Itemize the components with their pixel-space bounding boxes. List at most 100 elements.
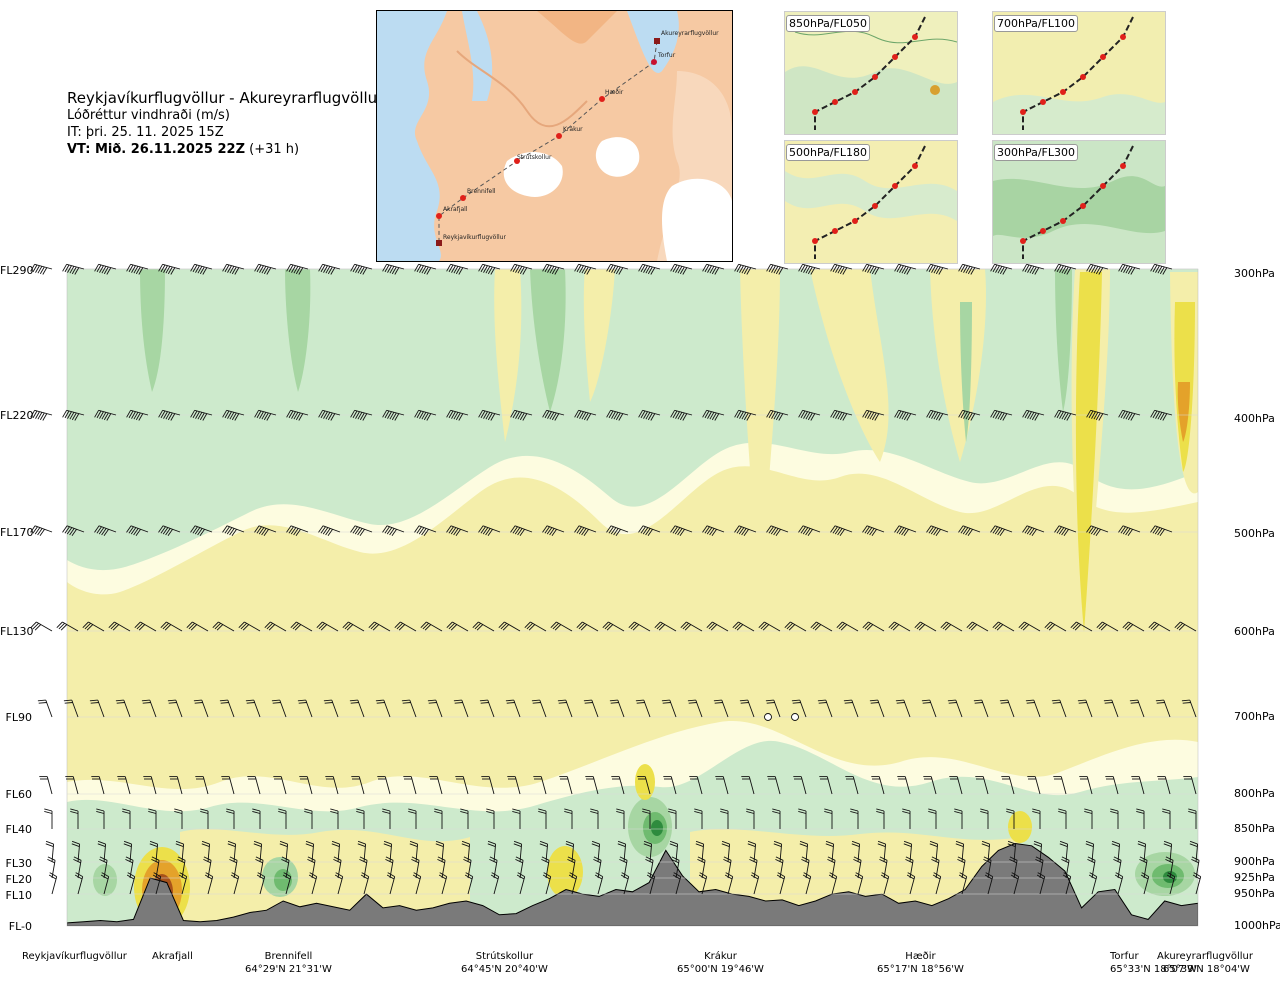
wind-barb (94, 263, 117, 275)
wind-barb (1053, 776, 1067, 795)
wind-barb (1165, 856, 1174, 879)
wind-barb (926, 525, 949, 537)
station-label-torfur: Torfur 65°33'N 18°07'W (1110, 951, 1197, 975)
field-lower-positive-core-f (1008, 811, 1032, 843)
station-label-akrafjall: Akrafjall (152, 951, 193, 962)
wind-barb (316, 621, 339, 632)
wind-barb (286, 409, 309, 421)
wind-barb (620, 872, 630, 895)
wind-barb (1025, 699, 1041, 718)
wind-barb (819, 776, 833, 795)
wind-barb (486, 808, 495, 829)
wind-barb (1188, 808, 1197, 829)
wind-barb (827, 856, 836, 879)
wind-barb (91, 776, 105, 795)
wind-barb (894, 409, 917, 421)
wind-barb (169, 776, 183, 795)
wind-barb (533, 776, 547, 795)
wind-barb (921, 699, 937, 718)
valid-time: VT: Mið. 26.11.2025 22Z (+31 h) (67, 142, 300, 157)
wind-barb (386, 872, 396, 895)
wind-barb (1118, 525, 1141, 537)
wind-barb (1118, 409, 1141, 421)
wind-barb (568, 872, 578, 895)
wind-barb (74, 872, 84, 895)
wind-barb (879, 856, 888, 879)
wind-barb (510, 409, 533, 421)
wind-barb (255, 856, 264, 879)
wind-barb (869, 699, 885, 718)
wind-barb (609, 699, 625, 718)
thumbnail-700hpa[interactable]: 700hPa/FL100 (992, 11, 1166, 135)
wind-barb (902, 808, 911, 829)
wind-barb (749, 856, 758, 879)
wind-barb (351, 776, 365, 795)
wind-barb (680, 621, 703, 632)
wind-barb (281, 856, 290, 879)
wind-barb (446, 621, 469, 632)
map-waypoint-torfur-marker (651, 59, 657, 65)
wind-barb (999, 699, 1015, 718)
wind-barb (1192, 872, 1202, 895)
wind-barb (1191, 856, 1200, 879)
wind-barb (830, 525, 853, 537)
wind-barb (30, 409, 53, 421)
wind-barb (254, 525, 277, 537)
wind-barb (542, 263, 565, 275)
thumbnail-300hpa[interactable]: 300hPa/FL300 (992, 140, 1166, 264)
field-negative-streak-3 (530, 269, 566, 412)
wind-barb (453, 699, 469, 718)
wind-barb (489, 856, 498, 879)
wind-barb (830, 409, 853, 421)
wind-barb (606, 409, 629, 421)
wind-barb (637, 776, 651, 795)
wind-barb (531, 699, 547, 718)
wind-barb (663, 776, 677, 795)
wind-barb (333, 856, 342, 879)
map-waypoint-haedir-marker (599, 96, 605, 102)
wind-barb (611, 776, 625, 795)
wind-barb (414, 263, 437, 275)
route-title: Reykjavíkurflugvöllur - Akureyrarflugvöl… (67, 89, 384, 107)
wind-barb (143, 776, 157, 795)
station-label-akureyrarflugvollur: Akureyrarflugvöllur 65°39'N 18°04'W (1157, 951, 1254, 975)
field-positive-streak-4 (810, 269, 889, 462)
thumbnail-300hpa-map (993, 141, 1165, 263)
wind-barb (765, 699, 781, 718)
wind-barb (564, 808, 573, 829)
wind-barb (377, 776, 391, 795)
wind-barbs (30, 263, 1202, 895)
wind-barb (958, 409, 981, 421)
wind-barb (1114, 872, 1124, 895)
wind-barb (195, 776, 209, 795)
wind-barb (174, 808, 183, 829)
wind-barb (360, 872, 370, 895)
wind-barb (62, 409, 85, 421)
wind-barb (668, 808, 677, 829)
wind-barb (44, 808, 53, 829)
fl-label-170: FL170 (0, 526, 34, 539)
wind-barb (350, 409, 373, 421)
wind-barb (510, 263, 533, 275)
wind-barb (412, 872, 422, 895)
wind-barb (973, 699, 989, 718)
wind-barb (958, 872, 968, 895)
fl-label-40: FL40 (5, 823, 32, 836)
wind-barb (854, 872, 864, 895)
wind-barb (801, 856, 810, 879)
wind-barb (766, 525, 789, 537)
wind-barb (1086, 525, 1109, 537)
wind-barb (810, 621, 833, 632)
station-label-haedir: Hæðir 65°17'N 18°56'W (877, 951, 964, 975)
thumbnail-500hpa[interactable]: 500hPa/FL180 (784, 140, 958, 264)
thumbnail-850hpa[interactable]: 850hPa/FL050 (784, 11, 958, 135)
field-negative-streak-2 (285, 269, 311, 392)
wind-barb (134, 621, 157, 632)
map-label-akrafjall: Akrafjall (443, 206, 468, 213)
field-negative-streak-1 (140, 269, 165, 392)
wind-barb (895, 699, 911, 718)
wind-barb (720, 808, 729, 829)
wind-barb (741, 776, 755, 795)
wind-barb (775, 856, 784, 879)
wind-barb (478, 525, 501, 537)
